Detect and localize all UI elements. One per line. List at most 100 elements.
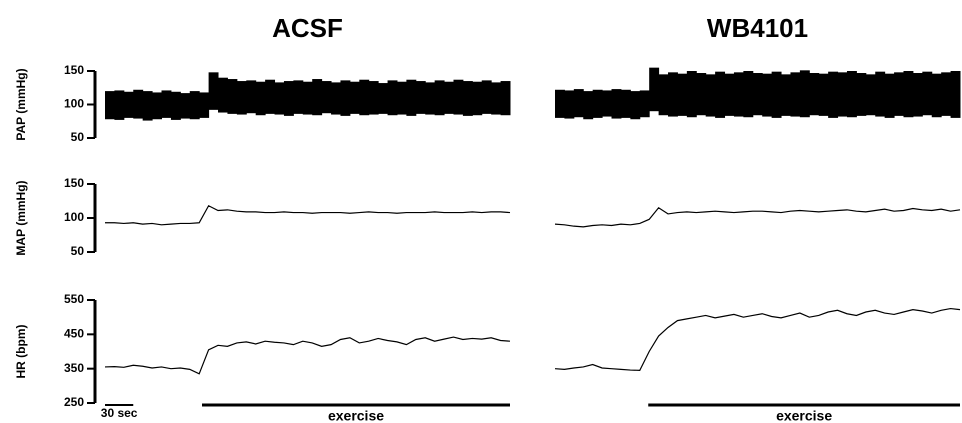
pressure-band	[218, 77, 228, 113]
pressure-band	[425, 82, 436, 115]
pressure-band	[912, 73, 923, 117]
pressure-band	[733, 72, 744, 117]
pressure-band	[161, 90, 172, 118]
y-tick-label: 150	[64, 63, 84, 77]
column-title: ACSF	[272, 13, 343, 43]
pressure-band	[396, 81, 407, 115]
pressure-band	[875, 71, 886, 117]
pressure-band	[950, 71, 961, 118]
pressure-band	[630, 91, 641, 120]
pressure-band	[453, 79, 464, 115]
pressure-band	[931, 73, 942, 118]
pressure-band	[340, 80, 351, 116]
pressure-band	[705, 74, 716, 117]
pressure-band	[236, 81, 247, 115]
y-tick-label: 100	[64, 97, 84, 111]
pressure-band	[274, 82, 285, 115]
pressure-band	[387, 80, 398, 116]
pressure-band	[123, 91, 134, 118]
pressure-band	[133, 89, 144, 119]
pressure-band	[752, 73, 763, 116]
pressure-band	[620, 89, 631, 118]
pressure-band	[903, 71, 914, 118]
pressure-band	[865, 74, 876, 116]
pressure-band	[781, 74, 791, 116]
pressure-band	[359, 79, 370, 116]
pressure-band	[255, 81, 266, 116]
column-title: WB4101	[707, 13, 808, 43]
y-axis-label: PAP (mmHg)	[14, 68, 28, 140]
exercise-label: exercise	[328, 408, 384, 423]
pressure-band	[837, 72, 848, 117]
pressure-band	[491, 82, 502, 115]
pressure-band	[208, 72, 219, 110]
pressure-band	[828, 71, 839, 118]
trace-line	[105, 204, 511, 226]
pressure-band	[894, 72, 904, 116]
pressure-band	[462, 81, 473, 116]
pressure-band	[818, 73, 829, 116]
pressure-band	[555, 89, 565, 118]
pressure-band	[611, 89, 622, 119]
pressure-band	[293, 80, 304, 114]
pressure-band	[312, 79, 323, 116]
y-tick-label: 550	[64, 292, 84, 306]
y-axis-label: HR (bpm)	[14, 325, 28, 379]
pressure-band	[114, 90, 125, 120]
y-tick-label: 50	[71, 130, 85, 144]
pressure-band	[180, 93, 191, 119]
pressure-band	[444, 81, 454, 114]
pressure-band	[846, 71, 857, 118]
pressure-band	[592, 89, 603, 118]
pressure-band	[649, 67, 660, 112]
pressure-band	[639, 90, 650, 118]
y-tick-label: 350	[64, 361, 84, 375]
pressure-band	[715, 71, 726, 118]
pressure-band	[583, 91, 594, 120]
trace-line	[554, 207, 961, 228]
pressure-band	[105, 91, 115, 120]
pressure-band	[199, 92, 210, 118]
pressure-band	[724, 73, 735, 116]
pressure-band	[743, 71, 754, 118]
pressure-band	[564, 90, 575, 119]
pressure-band	[677, 73, 688, 116]
pressure-band	[790, 72, 801, 117]
pressure-band	[884, 73, 895, 118]
pressure-band	[809, 73, 820, 116]
pressure-band	[246, 80, 257, 114]
pressure-band	[227, 79, 238, 114]
pressure-band	[472, 81, 483, 116]
pressure-band	[368, 81, 379, 115]
y-tick-label: 250	[64, 395, 84, 409]
pressure-band	[189, 91, 200, 120]
trace-line	[554, 307, 961, 371]
pressure-band	[696, 73, 707, 116]
pressure-band	[799, 70, 810, 118]
pressure-band	[573, 89, 584, 118]
pressure-band	[434, 80, 445, 116]
pressure-band	[321, 81, 332, 114]
pressure-band	[152, 92, 163, 120]
pressure-band	[941, 72, 952, 116]
trace-line	[104, 336, 511, 375]
pressure-band	[265, 79, 276, 114]
pressure-band	[415, 81, 426, 114]
pressure-band	[331, 82, 341, 115]
pressure-band	[481, 80, 492, 114]
pressure-band	[406, 79, 417, 116]
pressure-band	[602, 90, 613, 117]
pressure-band	[500, 83, 511, 115]
pressure-band	[922, 71, 933, 116]
pressure-band	[378, 83, 389, 114]
pressure-band	[302, 81, 313, 115]
pressure-band	[856, 73, 867, 116]
pressure-band	[658, 74, 669, 116]
y-tick-label: 50	[71, 244, 85, 258]
pressure-band	[142, 91, 153, 121]
pressure-band	[771, 71, 782, 118]
pressure-band	[283, 81, 294, 116]
pressure-band	[762, 73, 773, 117]
